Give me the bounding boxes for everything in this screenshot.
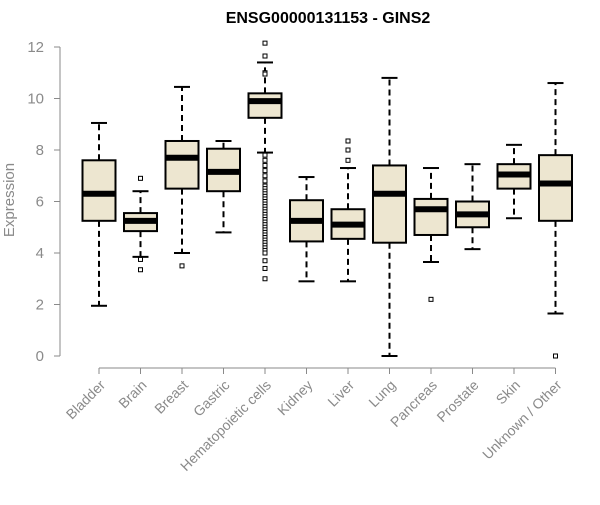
- box-plot-bladder: [81, 121, 117, 307]
- y-tick-label: 12: [27, 39, 44, 56]
- outlier-point: [262, 53, 268, 59]
- y-axis: 0 2 4 6 8 10 12: [27, 39, 61, 365]
- outlier-point: [345, 147, 351, 153]
- box-plot-lung: [372, 76, 407, 357]
- outlier-point: [138, 267, 143, 273]
- x-tick-label: Liver: [324, 377, 357, 410]
- box-plot-unknown-other: [538, 82, 573, 359]
- outlier-point: [262, 157, 268, 163]
- outlier-point: [262, 40, 268, 46]
- outlier-point: [262, 152, 268, 158]
- y-axis-label: Expression: [1, 163, 18, 237]
- x-tick-label: Lung: [365, 377, 398, 410]
- outlier-point: [262, 168, 268, 174]
- y-tick-label: 4: [36, 245, 44, 262]
- boxes-group: [81, 40, 573, 359]
- outlier-point: [138, 256, 143, 262]
- outlier-point: [345, 138, 351, 144]
- y-tick-label: 10: [27, 91, 44, 108]
- outlier-point: [262, 258, 268, 264]
- y-tick-label: 0: [36, 348, 44, 365]
- y-tick-label: 8: [36, 142, 44, 159]
- outlier-point: [262, 276, 268, 282]
- outlier-point: [345, 157, 351, 163]
- y-tick-label: 6: [36, 194, 44, 211]
- outlier-point: [262, 178, 268, 184]
- outlier-point: [179, 263, 185, 269]
- iqr-box: [372, 164, 407, 244]
- iqr-box: [538, 154, 573, 222]
- x-tick-label: Skin: [493, 377, 524, 408]
- outlier-point: [428, 296, 434, 302]
- outlier-point: [262, 265, 268, 271]
- x-tick-label: Unknown / Other: [479, 377, 565, 463]
- y-tick-label: 2: [36, 297, 44, 314]
- outlier-point: [262, 162, 268, 168]
- x-tick-label: Bladder: [63, 377, 109, 423]
- outlier-point: [262, 250, 268, 256]
- x-tick-label: Breast: [151, 377, 191, 417]
- box-plot-brain: [123, 175, 158, 273]
- box-plot-prostate: [455, 163, 490, 251]
- iqr-box: [413, 197, 449, 236]
- outlier-point: [262, 71, 268, 77]
- outlier-point: [262, 173, 268, 179]
- box-plot-gastric: [206, 139, 241, 234]
- outlier-point: [138, 175, 143, 181]
- box-plot-pancreas: [413, 167, 449, 302]
- box-plot-hematopoietic-cells: [247, 40, 283, 282]
- iqr-box: [247, 92, 283, 119]
- iqr-box: [81, 159, 117, 222]
- x-tick-label: Kidney: [274, 377, 316, 419]
- chart-title: ENSG00000131153 - GINS2: [226, 10, 431, 27]
- box-plot-breast: [164, 85, 200, 269]
- x-tick-label: Prostate: [433, 377, 481, 425]
- iqr-box: [164, 139, 200, 190]
- box-plot-kidney: [289, 176, 324, 283]
- box-plot-skin: [496, 143, 532, 220]
- box-plot-liver: [330, 138, 366, 283]
- x-tick-label: Brain: [115, 377, 149, 411]
- outlier-point: [553, 353, 558, 359]
